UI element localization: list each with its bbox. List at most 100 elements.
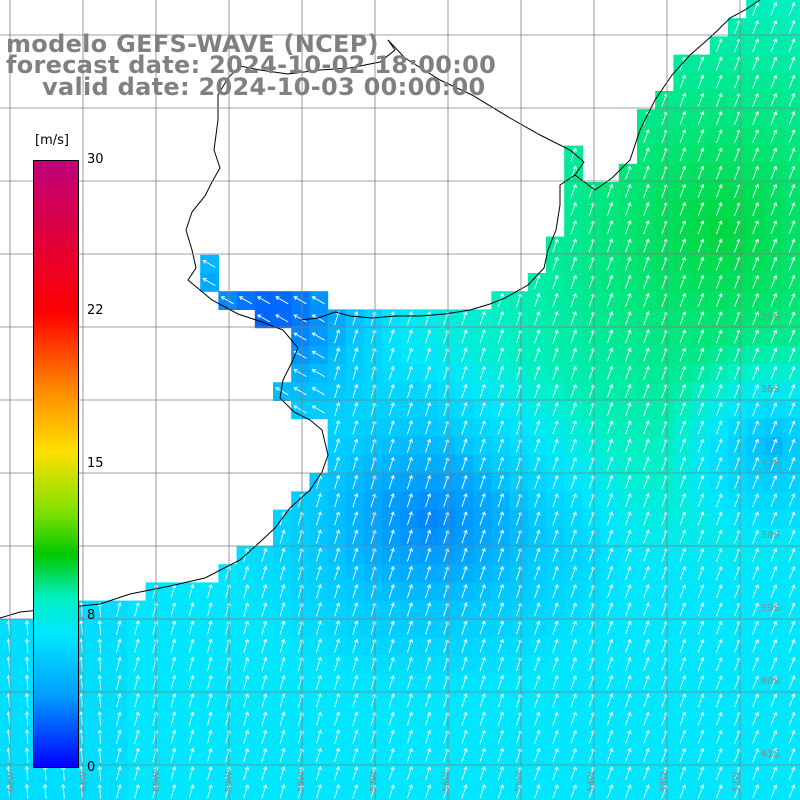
wind-arrow — [697, 475, 704, 489]
wind-arrow-head — [718, 657, 723, 662]
wind-arrow-head — [627, 529, 632, 534]
wind-arrow — [443, 548, 449, 562]
wind-arrow — [570, 548, 577, 562]
wind-arrow-head — [773, 493, 778, 498]
wind-arrow-head — [153, 765, 159, 771]
wind-arrow — [643, 748, 649, 763]
wind-arrow — [261, 693, 267, 708]
wind-arrow — [752, 584, 759, 599]
wind-arrow-head — [645, 165, 650, 170]
wind-arrow-head — [572, 456, 577, 461]
wind-arrow — [697, 493, 704, 508]
wind-arrow — [352, 420, 358, 435]
wind-arrow — [497, 493, 504, 508]
wind-arrow — [406, 457, 413, 471]
wind-arrow — [588, 493, 595, 508]
wind-arrow-head — [536, 693, 541, 698]
wind-arrow-head — [463, 766, 468, 771]
wind-arrow-head — [153, 620, 159, 625]
wind-arrow — [257, 314, 271, 323]
wind-arrow-head — [700, 92, 705, 98]
wind-arrow-head — [700, 311, 705, 316]
wind-arrow-head — [317, 583, 322, 589]
colorbar — [33, 160, 79, 768]
wind-arrow-head — [281, 602, 286, 607]
wind-arrow — [788, 493, 795, 508]
wind-arrow — [334, 748, 340, 763]
wind-arrow — [552, 293, 558, 308]
wind-arrow — [515, 693, 522, 708]
wind-arrow-head — [791, 274, 796, 280]
wind-arrow-head — [390, 674, 395, 680]
wind-arrow — [625, 511, 631, 526]
wind-arrow-head — [718, 165, 723, 170]
wind-arrow — [625, 166, 631, 180]
wind-arrow — [661, 293, 668, 308]
wind-arrow — [406, 621, 413, 635]
wind-arrow — [80, 620, 83, 635]
wind-arrow — [679, 220, 686, 235]
wind-arrow — [679, 366, 686, 380]
wind-arrow-head — [499, 620, 505, 625]
wind-arrow — [8, 784, 11, 799]
wind-arrow — [643, 384, 649, 399]
wind-arrow — [752, 457, 759, 471]
wind-arrow — [80, 784, 83, 799]
wind-arrow — [697, 712, 704, 726]
wind-arrow — [80, 730, 83, 745]
wind-arrow — [461, 584, 467, 599]
wind-arrow-head — [481, 584, 486, 589]
wind-arrow-head — [263, 711, 268, 716]
wind-arrow — [497, 766, 504, 781]
wind-arrow — [406, 311, 413, 326]
wind-arrow — [679, 75, 686, 89]
wind-arrow-head — [190, 602, 195, 607]
wind-arrow — [788, 530, 795, 544]
wind-arrow-head — [335, 456, 341, 461]
longitude-label: 58W — [297, 772, 307, 792]
wind-arrow — [770, 785, 777, 799]
wind-arrow-head — [754, 74, 759, 79]
wind-arrow-head — [190, 729, 195, 734]
wind-arrow-head — [117, 620, 122, 625]
wind-arrow-head — [463, 474, 468, 480]
wind-arrow — [679, 766, 686, 781]
wind-arrow — [715, 439, 722, 453]
wind-arrow-head — [463, 329, 468, 334]
wind-arrow — [734, 748, 741, 762]
wind-arrow-head — [354, 620, 359, 625]
wind-arrow — [715, 512, 722, 526]
wind-arrow — [788, 421, 795, 435]
wind-arrow — [388, 329, 394, 344]
wind-arrow-head — [609, 675, 614, 680]
wind-arrow-head — [554, 311, 559, 316]
wind-arrow-head — [645, 729, 650, 735]
wind-arrow-head — [773, 766, 778, 771]
wind-arrow — [406, 402, 413, 417]
wind-arrow — [534, 712, 540, 726]
wind-arrow-head — [791, 165, 796, 170]
wind-arrow-head — [718, 620, 723, 625]
wind-arrow-head — [773, 365, 778, 371]
wind-arrow — [293, 332, 307, 341]
wind-arrow-head — [275, 296, 280, 301]
wind-arrow-head — [426, 584, 432, 589]
wind-arrow-head — [536, 675, 541, 680]
wind-arrow — [334, 766, 340, 781]
wind-arrow — [788, 548, 795, 562]
wind-arrow-head — [645, 747, 650, 753]
wind-arrow — [788, 2, 795, 16]
wind-arrow-head — [426, 711, 432, 716]
wind-arrow — [425, 366, 431, 380]
wind-arrow — [388, 784, 394, 799]
wind-arrow-head — [153, 674, 159, 680]
longitude-label: 62W — [7, 772, 17, 792]
wind-arrow — [552, 766, 558, 781]
wind-arrow-head — [463, 584, 468, 589]
wind-arrow — [734, 348, 741, 362]
wind-arrow — [425, 712, 431, 726]
wind-arrow-head — [554, 292, 559, 298]
wind-arrow-head — [463, 747, 468, 753]
wind-arrow-head — [791, 693, 796, 698]
wind-arrow — [697, 603, 704, 617]
